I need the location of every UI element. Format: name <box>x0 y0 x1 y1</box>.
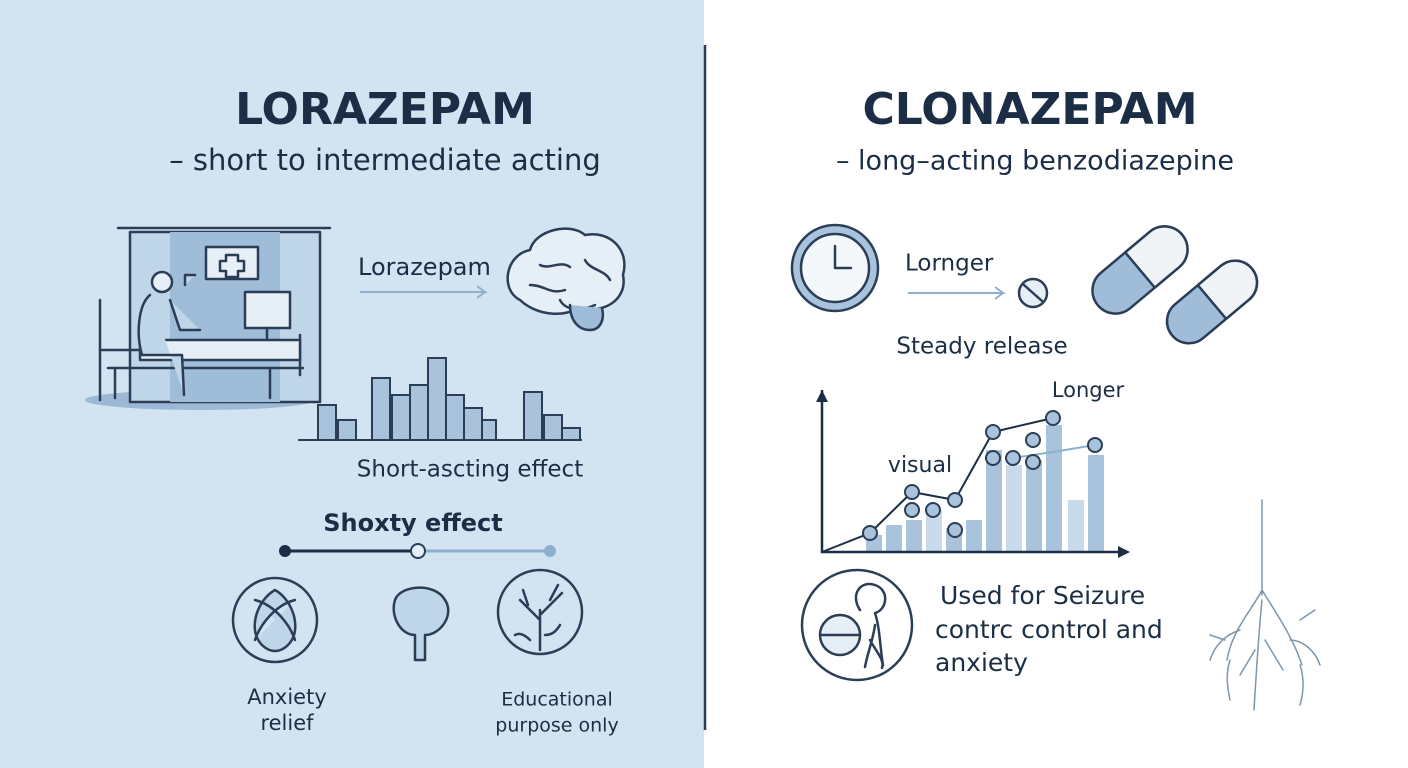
right-chart-g-circle <box>862 525 878 541</box>
effect-icons-path <box>513 583 564 652</box>
chart-label: Longer <box>1052 378 1125 402</box>
effect-icons-path <box>253 588 297 653</box>
right-chart-g-circle <box>985 450 1001 466</box>
left-bars <box>298 357 582 441</box>
right-bars-rect <box>1046 425 1062 552</box>
left-bars-rect <box>409 384 429 441</box>
left-bars-rect <box>481 419 497 441</box>
seizure-icon-circle <box>800 568 914 682</box>
hospital-illustration-path <box>137 273 202 397</box>
clock-icon-path <box>833 244 853 270</box>
right-bars-rect <box>966 520 982 552</box>
right-bars <box>866 425 1104 552</box>
right-bars-rect <box>1068 500 1084 552</box>
left-bars-rect <box>543 414 563 441</box>
hospital-illustration <box>85 226 332 410</box>
left-bars-rect <box>371 377 391 441</box>
arrow <box>360 285 488 299</box>
chart-caption: Short-ascting effect <box>357 457 583 483</box>
left-bars-rect <box>427 357 447 441</box>
pill-icons-line <box>1022 283 1044 303</box>
hospital-illustration-circle <box>150 270 174 294</box>
effect-icons-path <box>392 586 450 662</box>
left-subtitle: – short to intermediate acting <box>169 143 601 177</box>
brain-icon-path <box>528 258 612 311</box>
right-chart-g-circle <box>985 424 1001 440</box>
clock-icon <box>790 223 880 313</box>
right-subtitle: – long–acting benzodiazepine <box>836 146 1234 177</box>
effect-label: Shoxty effect <box>323 509 503 537</box>
right-bars-rect <box>1006 465 1022 552</box>
root-illustration <box>1209 499 1321 711</box>
pill-icons-g-path <box>1196 259 1259 321</box>
arrow <box>908 286 1006 300</box>
right-chart-g-circle <box>947 522 963 538</box>
left-panel <box>0 0 704 768</box>
right-bars-rect <box>886 525 902 552</box>
pill-icons-g-path <box>1123 225 1189 289</box>
pill-icons <box>1017 225 1259 345</box>
effect-icons-circle <box>231 576 319 664</box>
chart-label: visual <box>888 453 952 478</box>
pill-icons-g <box>1165 259 1259 345</box>
icon-label: relief <box>260 711 314 735</box>
right-bars-rect <box>926 510 942 552</box>
root-illustration-path <box>1209 499 1321 711</box>
right-chart-polyline <box>1012 444 1096 459</box>
right-arrow-label: Lornger <box>905 251 994 277</box>
right-chart <box>816 390 1130 558</box>
pill-icons-g <box>1091 225 1189 315</box>
brain-icon <box>506 227 626 332</box>
right-bars-rect <box>1088 455 1104 552</box>
effect-icons <box>231 568 584 664</box>
effect-icons-circle <box>496 568 584 656</box>
right-chart-g-circle <box>1087 437 1103 453</box>
right-bars-rect <box>906 520 922 552</box>
left-bars-rect <box>463 407 483 441</box>
brain-icon-path <box>568 303 605 332</box>
left-bars-rect <box>337 419 357 441</box>
left-bars-rect <box>561 427 581 441</box>
icon-label: purpose only <box>495 715 618 737</box>
left-bars-rect <box>445 394 465 441</box>
timeline <box>279 543 556 559</box>
right-chart-g-circle <box>904 484 920 500</box>
right-bars-rect <box>1026 460 1042 552</box>
right-chart-g-circle <box>925 502 941 518</box>
hospital-illustration-rect <box>243 290 292 330</box>
timeline-circle <box>544 545 556 557</box>
right-chart-g <box>862 410 1103 541</box>
right-chart-g-circle <box>1025 432 1041 448</box>
timeline-circle <box>279 545 291 557</box>
icon-label: Anxiety <box>247 685 327 709</box>
release-label: Steady release <box>896 334 1067 360</box>
left-bars-rect <box>317 404 337 441</box>
right-chart-g-circle <box>1025 454 1041 470</box>
right-chart-g-circle <box>1045 410 1061 426</box>
left-arrow-label: Lorazepam <box>358 253 491 281</box>
right-chart-g-circle <box>947 492 963 508</box>
left-bars-rect <box>391 394 411 441</box>
right-bars-rect <box>986 450 1002 552</box>
icon-label: Educational <box>501 689 613 711</box>
use-text: anxiety <box>935 648 1028 677</box>
use-text: Used for Seizure <box>940 581 1145 610</box>
right-chart-polyline <box>821 417 1054 553</box>
use-text: contrc control and <box>935 615 1163 644</box>
right-chart-g-circle <box>904 502 920 518</box>
seizure-icon-path <box>854 582 887 670</box>
hospital-illustration-path <box>218 253 246 279</box>
timeline-circle <box>410 543 426 559</box>
left-bars-rect <box>523 391 543 441</box>
seizure-icon <box>800 568 914 682</box>
right-title: CLONAZEPAM <box>862 84 1197 135</box>
left-title: LORAZEPAM <box>235 84 535 135</box>
right-chart-g-circle <box>1005 450 1021 466</box>
